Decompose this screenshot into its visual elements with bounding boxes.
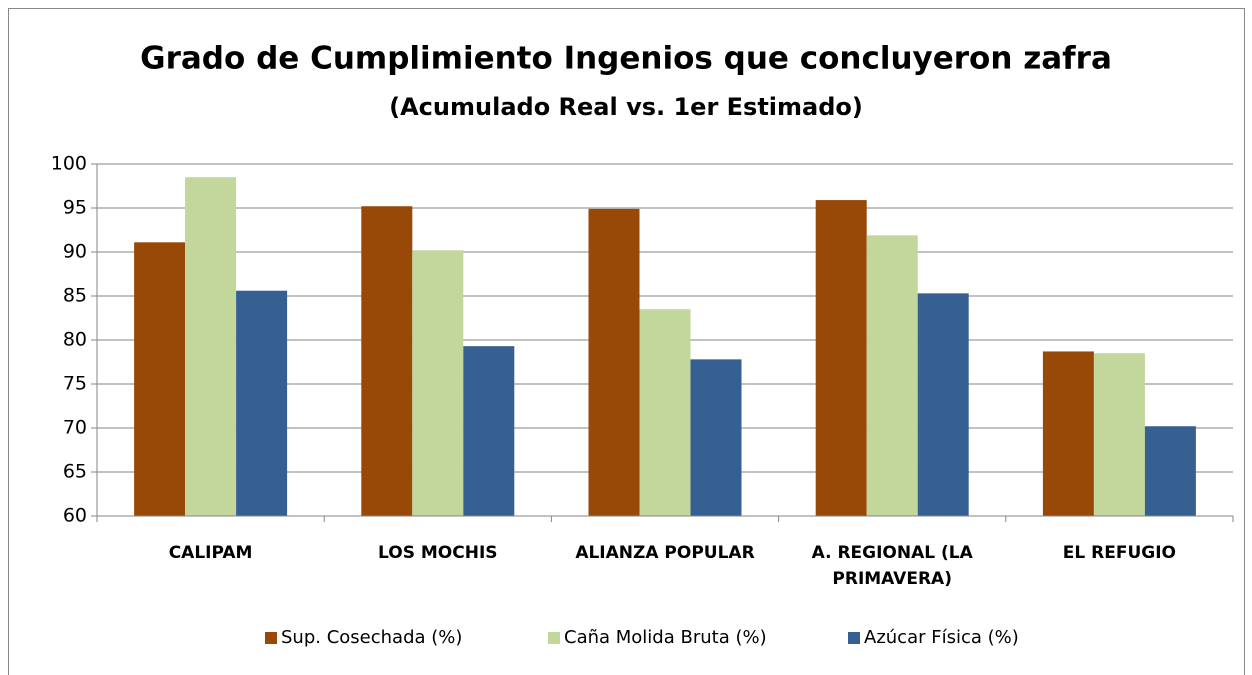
bar [815, 200, 867, 516]
y-tick-label: 75 [63, 373, 87, 395]
bar [690, 359, 742, 516]
y-tick-label: 90 [63, 241, 87, 263]
legend-swatch [548, 632, 560, 644]
x-tick-label: LOS MOCHIS [378, 543, 498, 563]
y-tick-label: 80 [63, 329, 87, 351]
y-tick-label: 60 [63, 505, 87, 527]
x-tick-label: A. REGIONAL (LA PRIMAVERA) [811, 543, 973, 589]
x-tick-label: EL REFUGIO [1062, 543, 1176, 563]
legend-label: Azúcar Física (%) [864, 627, 1019, 648]
legend-label: Caña Molida Bruta (%) [564, 627, 767, 648]
bar [866, 235, 918, 516]
chart-subtitle: (Acumulado Real vs. 1er Estimado) [389, 93, 863, 121]
bar [134, 242, 186, 516]
x-tick-label: ALIANZA POPULAR [575, 543, 755, 563]
y-tick-label: 95 [63, 197, 87, 219]
bar [1093, 353, 1145, 516]
y-tick-label: 70 [63, 417, 87, 439]
bar [1144, 426, 1196, 516]
legend-swatch [265, 632, 277, 644]
bar [1042, 351, 1094, 516]
bar [917, 293, 969, 516]
legend-label: Sup. Cosechada (%) [281, 627, 462, 648]
legend-swatch [848, 632, 860, 644]
chart-border [8, 8, 1245, 675]
bar [412, 250, 464, 517]
y-tick-label: 100 [51, 153, 87, 175]
y-tick-label: 85 [63, 285, 87, 307]
x-tick-label: CALIPAM [168, 543, 253, 563]
y-tick-label: 65 [63, 461, 87, 483]
bar [185, 177, 237, 516]
bar [639, 309, 691, 516]
bar [236, 290, 288, 516]
bar [588, 208, 640, 516]
chart-title: Grado de Cumplimiento Ingenios que concl… [140, 41, 1112, 77]
bar [361, 206, 413, 517]
bar [463, 346, 515, 516]
